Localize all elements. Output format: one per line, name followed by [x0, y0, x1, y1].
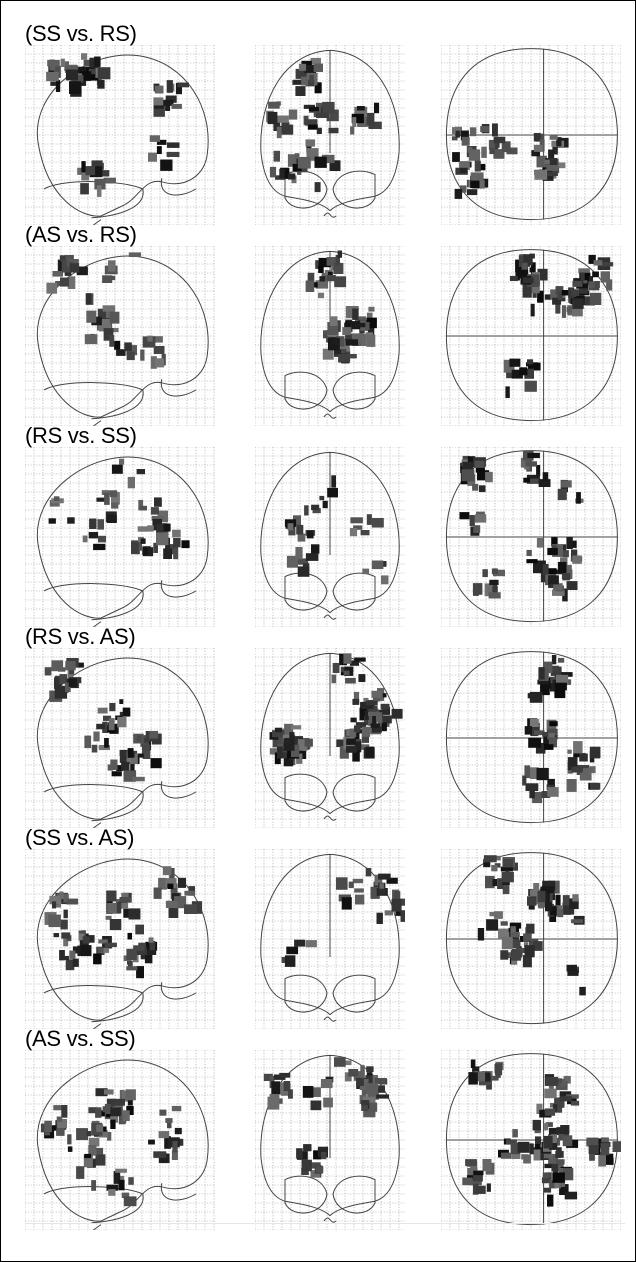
glass-brain-coronal — [255, 648, 405, 828]
activation-clusters — [522, 655, 601, 804]
brain-outline — [260, 451, 400, 620]
grid-lines — [25, 648, 215, 828]
contrast-label: (RS vs. SS) — [25, 423, 137, 448]
glass-brain-coronal — [255, 45, 405, 225]
glass-brain-sagittal — [25, 447, 215, 627]
glass-brain-axial — [441, 447, 621, 627]
bottom-divider — [25, 1223, 625, 1224]
activation-clusters — [281, 868, 405, 967]
contrast-panel: (SS vs. AS) — [1, 825, 635, 1035]
contrast-panel: (AS vs. RS) — [1, 222, 635, 432]
activation-clusters — [266, 57, 382, 193]
activation-clusters — [263, 1057, 389, 1178]
contrast-label: (AS vs. RS) — [25, 222, 137, 247]
activation-clusters — [305, 250, 377, 364]
brain-outline — [260, 1054, 400, 1223]
activation-clusters — [459, 450, 584, 602]
contrast-panel: (RS vs. SS) — [1, 423, 635, 633]
brain-outline — [36, 1059, 209, 1230]
contrast-label: (RS vs. AS) — [25, 624, 136, 649]
contrast-panel: (RS vs. AS) — [1, 624, 635, 834]
glass-brain-axial — [441, 648, 621, 828]
glass-brain-axial — [441, 1050, 621, 1230]
activation-clusters — [44, 866, 203, 979]
glass-brain-coronal — [255, 1050, 405, 1230]
activation-clusters — [269, 653, 403, 767]
glass-brain-coronal — [255, 447, 405, 627]
brain-outline — [445, 852, 618, 1025]
glass-brain-sagittal — [25, 648, 215, 828]
brain-outline — [36, 657, 209, 828]
activation-clusters — [46, 53, 189, 197]
brain-outline — [36, 858, 209, 1029]
activation-clusters — [284, 475, 389, 585]
glass-brain-coronal — [255, 849, 405, 1029]
glass-brain-sagittal — [25, 849, 215, 1029]
glass-brain-sagittal — [25, 45, 215, 225]
brain-outline — [260, 652, 400, 821]
glass-brain-axial — [441, 45, 621, 225]
contrast-panel: (SS vs. RS) — [1, 21, 635, 231]
contrast-label: (SS vs. RS) — [25, 21, 137, 46]
glass-brain-sagittal — [25, 246, 215, 426]
grid-lines — [25, 849, 215, 1029]
contrast-panel: (AS vs. SS) — [1, 1026, 635, 1236]
activation-clusters — [451, 123, 569, 199]
activation-clusters — [48, 458, 190, 560]
activation-clusters — [477, 855, 586, 996]
brain-outline — [260, 853, 400, 1022]
activation-clusters — [503, 253, 614, 398]
brain-outline — [36, 54, 209, 225]
glass-brain-sagittal — [25, 1050, 215, 1230]
brain-outline — [36, 456, 209, 627]
grid-lines — [25, 447, 215, 627]
activation-clusters — [40, 1088, 184, 1207]
activation-clusters — [44, 658, 162, 782]
glass-brain-coronal — [255, 246, 405, 426]
activation-clusters — [46, 252, 166, 369]
grid-lines — [25, 1050, 215, 1230]
contrast-label: (AS vs. SS) — [25, 1026, 136, 1051]
contrast-label: (SS vs. AS) — [25, 825, 135, 850]
brain-outline — [36, 255, 209, 426]
glass-brain-axial — [441, 849, 621, 1029]
glass-brain-axial — [441, 246, 621, 426]
activation-clusters — [462, 1059, 621, 1207]
